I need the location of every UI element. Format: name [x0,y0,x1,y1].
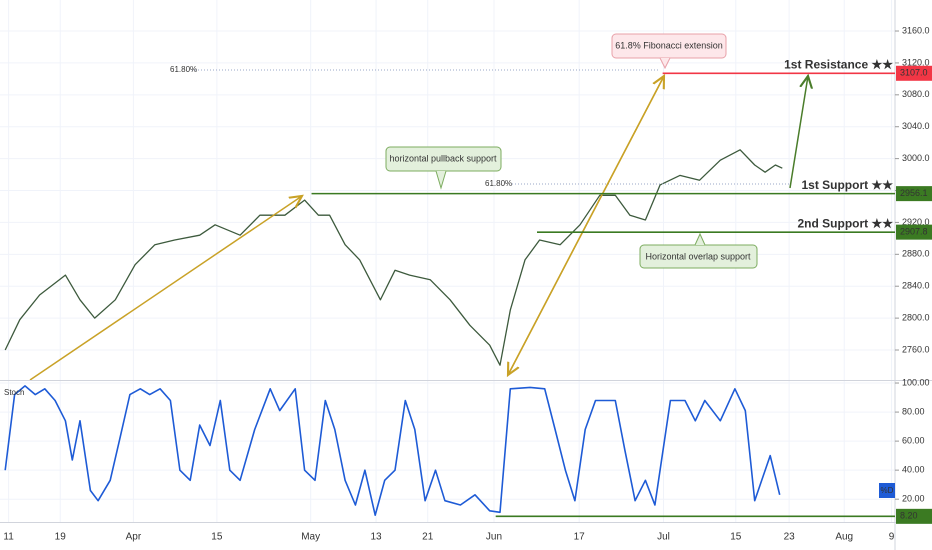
level-label: 1st Support ★★ [801,178,893,192]
y-tick-label: 20.00 [902,494,925,504]
callout: 61.8% Fibonacci extension [611,33,727,70]
x-tick-label: Apr [126,532,142,543]
fib-label: 61.80% [170,65,197,74]
x-tick-label: 21 [422,532,434,543]
y-tick-label: 40.00 [902,465,925,475]
y-tick-label: 3000.0 [902,153,930,163]
level-label: 1st Resistance ★★ [784,57,893,71]
callout: Horizontal overlap support [639,232,758,269]
arrow [29,196,302,381]
x-tick-label: 17 [574,532,586,543]
price-tag-text: 3107.0 [900,68,928,78]
level-label: 2nd Support ★★ [797,216,893,230]
grid [0,0,895,522]
price-tag-text: 2907.8 [900,227,928,237]
plot [4,149,783,516]
price-tag [896,186,932,202]
callout: horizontal pullback support [385,146,502,190]
legend-text: %D [881,486,894,495]
x-tick-label: 9 [889,532,895,543]
y-tick-label: 3120.0 [902,57,930,67]
x-tick-label: 15 [730,532,742,543]
price-tag [896,224,932,240]
y-tick-label: 100.00 [902,377,930,387]
callout-text: 61.8% Fibonacci extension [615,40,723,50]
y-tick-label: 3080.0 [902,89,930,99]
price-line [4,149,783,366]
x-tick-label: 13 [371,532,383,543]
callout-text: Horizontal overlap support [645,251,751,261]
y-tick-label: 80.00 [902,406,925,416]
x-tick-label: May [301,532,320,543]
x-tick-label: Aug [835,532,853,543]
fib-label: 61.80% [485,179,512,188]
indicator-name: Stoch [4,388,24,397]
x-tick-label: 15 [211,532,223,543]
y-tick-label: 2920.0 [902,217,930,227]
x-tick-label: 23 [784,532,796,543]
y-tick-label: 3160.0 [902,25,930,35]
price-tag-text: 2956.1 [900,188,928,198]
price-tag [896,65,932,81]
price-tag-text: 8.20 [900,511,918,521]
arrow [789,76,808,189]
callout-text: horizontal pullback support [389,153,497,163]
stoch-line [4,385,781,516]
x-tick-label: Jun [486,532,502,543]
legend-box [879,483,895,498]
y-tick-label: 2760.0 [902,344,930,354]
price-tag [896,508,932,524]
x-tick-label: 19 [55,532,67,543]
arrow [508,75,665,375]
y-tick-label: 2880.0 [902,249,930,259]
y-tick-label: 2840.0 [902,281,930,291]
y-tick-label: 3040.0 [902,121,930,131]
y-tick-label: 60.00 [902,435,925,445]
x-tick-label: Jul [657,532,670,543]
x-tick-label: 11 [3,532,14,543]
y-tick-label: 2800.0 [902,312,930,322]
